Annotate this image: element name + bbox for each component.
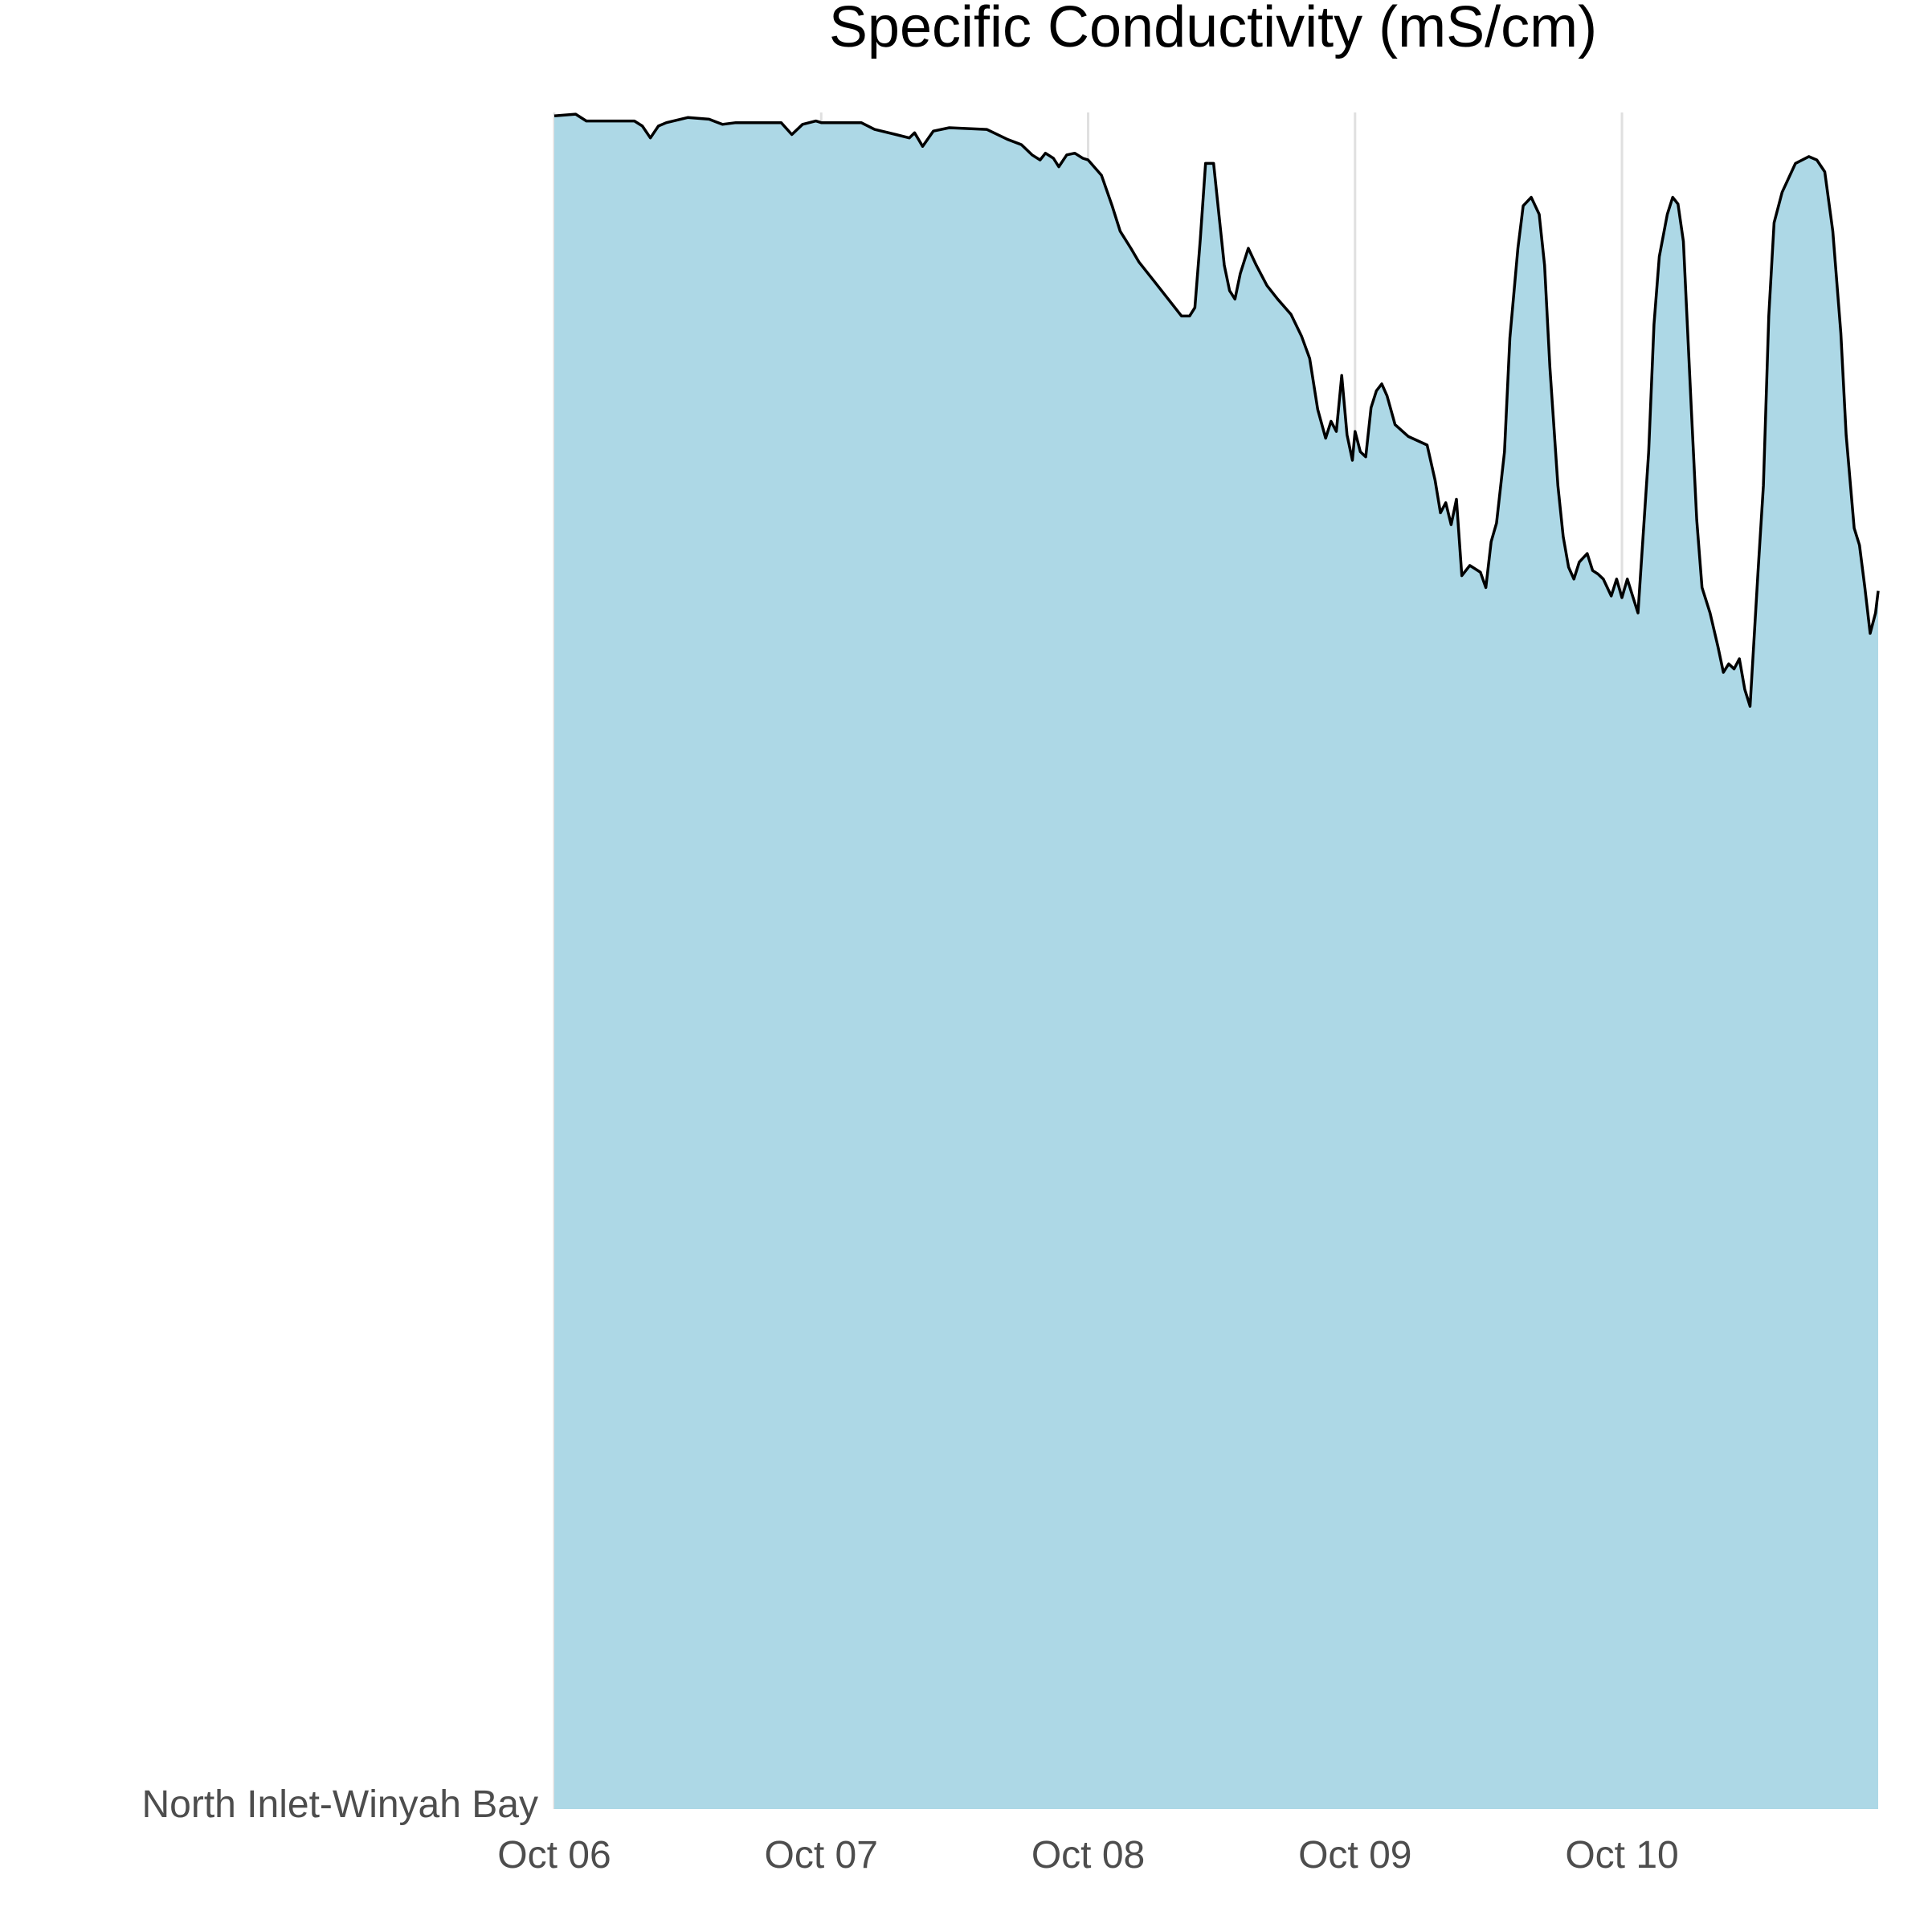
series-line	[553, 112, 1880, 708]
chart-title: Specific Conductivity (mS/cm)	[829, 0, 1597, 59]
x-tick-label: Oct 06	[497, 1834, 611, 1877]
x-axis: Oct 06 Oct 07 Oct 08 Oct 09 Oct 10	[497, 1834, 1678, 1877]
y-tick-label: North Inlet-Winyah Bay	[141, 1783, 538, 1826]
x-tick-label: Oct 08	[1031, 1834, 1145, 1877]
x-tick-label: Oct 07	[765, 1834, 878, 1877]
x-tick-label: Oct 09	[1298, 1834, 1411, 1877]
series-area	[554, 114, 1878, 1809]
x-tick-label: Oct 10	[1565, 1834, 1678, 1877]
plot-area	[553, 112, 1880, 1809]
